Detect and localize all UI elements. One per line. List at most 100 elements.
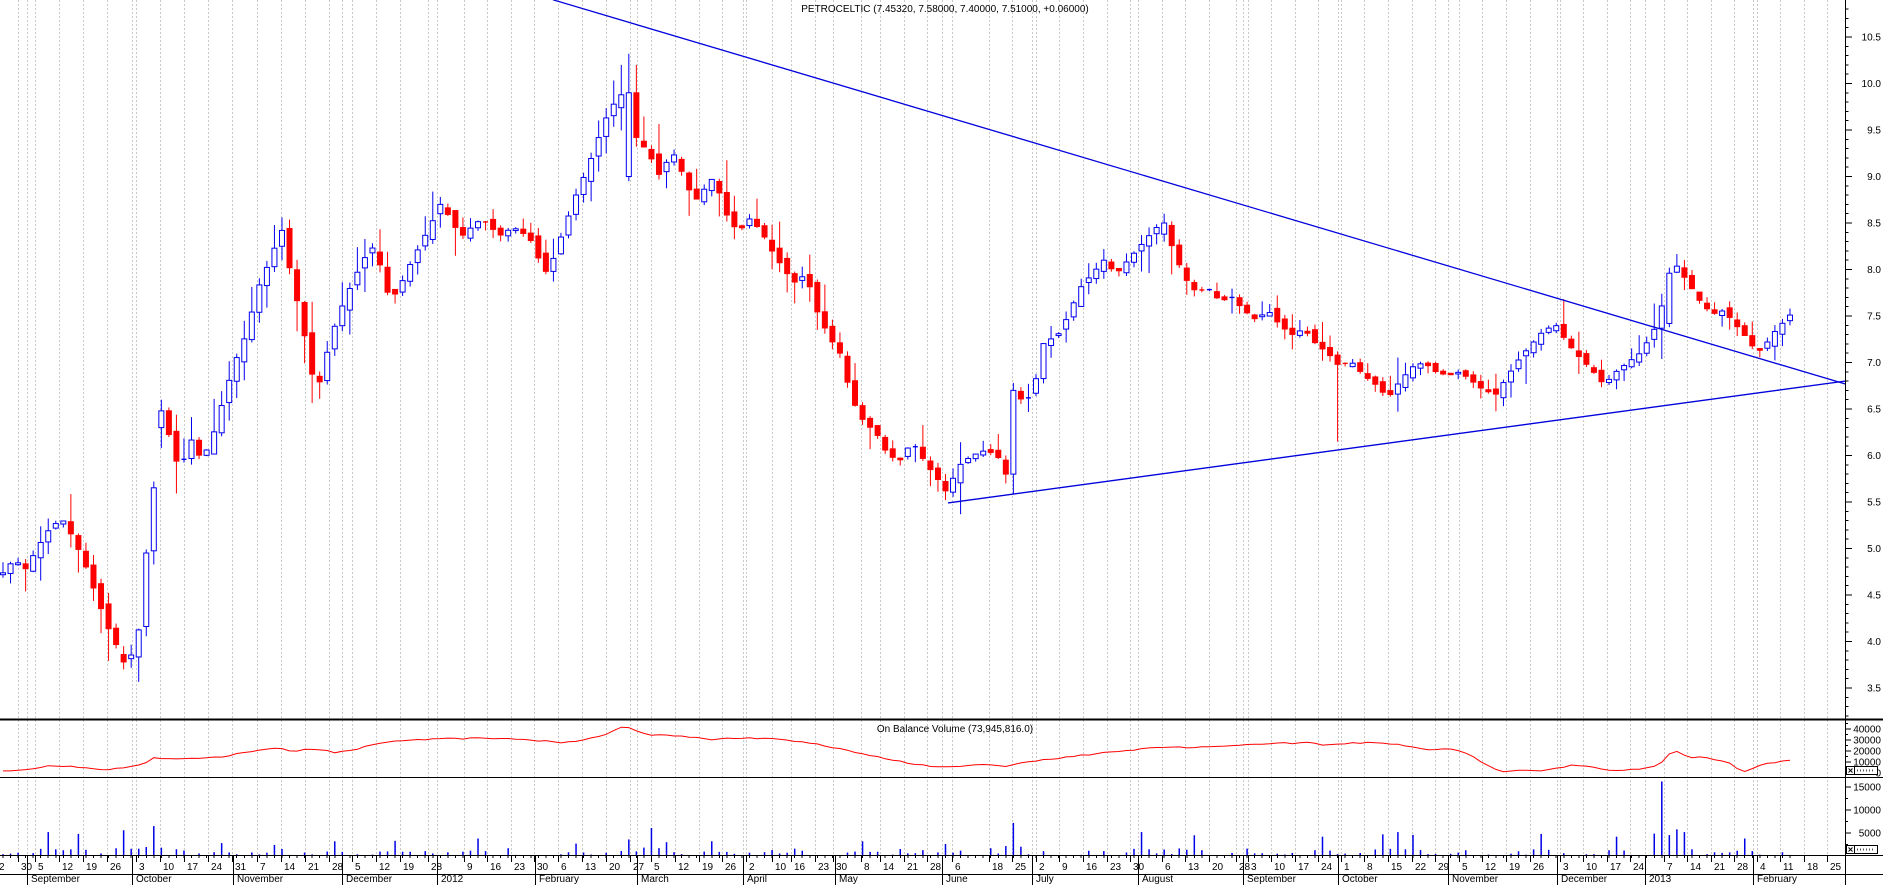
candle-body [565, 215, 572, 236]
week-label: 15 [1391, 862, 1403, 873]
scroll-box[interactable] [1846, 766, 1878, 775]
week-label: 5 [1462, 862, 1468, 873]
week-label: 1 [1344, 862, 1350, 873]
candle-body [1281, 318, 1288, 330]
candle-body [309, 332, 316, 375]
candle-body [1191, 282, 1198, 291]
volume-bar [1510, 853, 1512, 856]
candle-body [897, 457, 904, 461]
candle-body [1402, 374, 1409, 388]
candle-body [135, 629, 142, 658]
volume-pane[interactable] [2, 781, 1791, 856]
volume-bar [1140, 832, 1143, 856]
candle-body [1032, 378, 1039, 394]
scroll-box-frame[interactable] [1846, 766, 1878, 775]
volume-bar [605, 852, 607, 856]
candle-body [286, 227, 293, 269]
candle-body [60, 520, 67, 525]
candle-body [693, 188, 700, 200]
candle-body [1666, 272, 1673, 324]
volume-bar [952, 852, 954, 856]
week-label: 6 [561, 862, 567, 873]
volume-bar [726, 851, 728, 856]
volume-bar [175, 849, 178, 856]
candle-body [1688, 275, 1695, 290]
week-label: 5 [654, 862, 660, 873]
volume-bar [1676, 829, 1678, 856]
candle-body [1771, 330, 1778, 347]
price-axis: 3.5 4.0 4.5 5.0 5.5 6.0 6.5 7.0 7.5 8.0 8.5 9.0 9.5 1… [1845, 8, 1881, 845]
candle-body [1598, 369, 1605, 383]
candle-body [45, 530, 52, 543]
volume-bar [281, 848, 283, 856]
obv-pane[interactable] [3, 726, 1791, 773]
week-label: 17 [187, 862, 199, 873]
candle-body [1764, 341, 1771, 349]
week-label: 12 [678, 862, 690, 873]
candle-body [1123, 261, 1130, 274]
candle-body [1040, 343, 1047, 380]
volume-bar [711, 841, 713, 856]
candle-body [1327, 347, 1334, 357]
volume-bar [47, 832, 49, 856]
month-label: 2012 [441, 874, 464, 885]
candle-body [784, 257, 791, 275]
candle-body [1394, 383, 1401, 395]
price-axis-label: 7.0 [1867, 358, 1881, 369]
trendlines-layer[interactable] [552, 0, 1846, 504]
week-label: 9 [467, 862, 473, 873]
week-label: 10 [1586, 862, 1598, 873]
volume-bar [575, 843, 577, 856]
candle-body [211, 431, 218, 455]
volume-bar [801, 850, 803, 856]
candle-body [1530, 341, 1537, 354]
candle-body [1485, 389, 1492, 393]
trendline-ascending-support[interactable] [947, 380, 1846, 504]
candle-body [852, 380, 859, 406]
volume-bar [1178, 848, 1180, 856]
candle-body [633, 92, 640, 138]
month-label: December [346, 874, 393, 885]
week-label: 19 [702, 862, 714, 873]
month-label: May [839, 874, 858, 885]
volume-bar [861, 841, 864, 856]
scroll-box[interactable] [1846, 845, 1878, 854]
volume-bar [786, 852, 788, 856]
volume-bar [1276, 853, 1279, 856]
volume-bar [1329, 850, 1331, 856]
week-label: 16 [1086, 862, 1098, 873]
volume-bar [1125, 852, 1128, 856]
obv-title: On Balance Volume (73,945,816.0) [877, 724, 1033, 735]
volume-bar [341, 851, 344, 856]
price-axis-label: 4.0 [1867, 637, 1881, 648]
volume-bar [1389, 848, 1392, 856]
week-label: 2 [749, 862, 755, 873]
candle-body [459, 227, 466, 236]
candle-body [1575, 350, 1582, 358]
close-icon[interactable] [1848, 847, 1853, 852]
candle-body [1636, 353, 1643, 363]
obv-axis-label: 40000 [1853, 725, 1881, 736]
week-label: 28 [930, 862, 942, 873]
grid-layer [18, 0, 1828, 855]
close-icon[interactable] [1848, 768, 1853, 773]
candle-body [15, 562, 22, 566]
price-pane[interactable] [0, 53, 1793, 682]
candle-body [497, 227, 504, 236]
candle-body [671, 154, 678, 163]
panel-scroll-boxes[interactable] [1846, 766, 1878, 854]
candle-body [188, 439, 195, 459]
month-label: November [1452, 874, 1499, 885]
scroll-box-frame[interactable] [1846, 845, 1878, 854]
volume-bar [1012, 822, 1015, 856]
candle-body [814, 281, 821, 313]
week-label: 30 [537, 862, 549, 873]
volume-bar [1736, 850, 1738, 856]
month-label: 2013 [1649, 874, 1672, 885]
week-label: 16 [490, 862, 502, 873]
volume-bar [1148, 849, 1150, 856]
candle-body [1590, 367, 1597, 373]
candle-body [550, 257, 557, 272]
week-label: 29 [1438, 862, 1450, 873]
trendline-descending-resistance[interactable] [552, 0, 1846, 385]
